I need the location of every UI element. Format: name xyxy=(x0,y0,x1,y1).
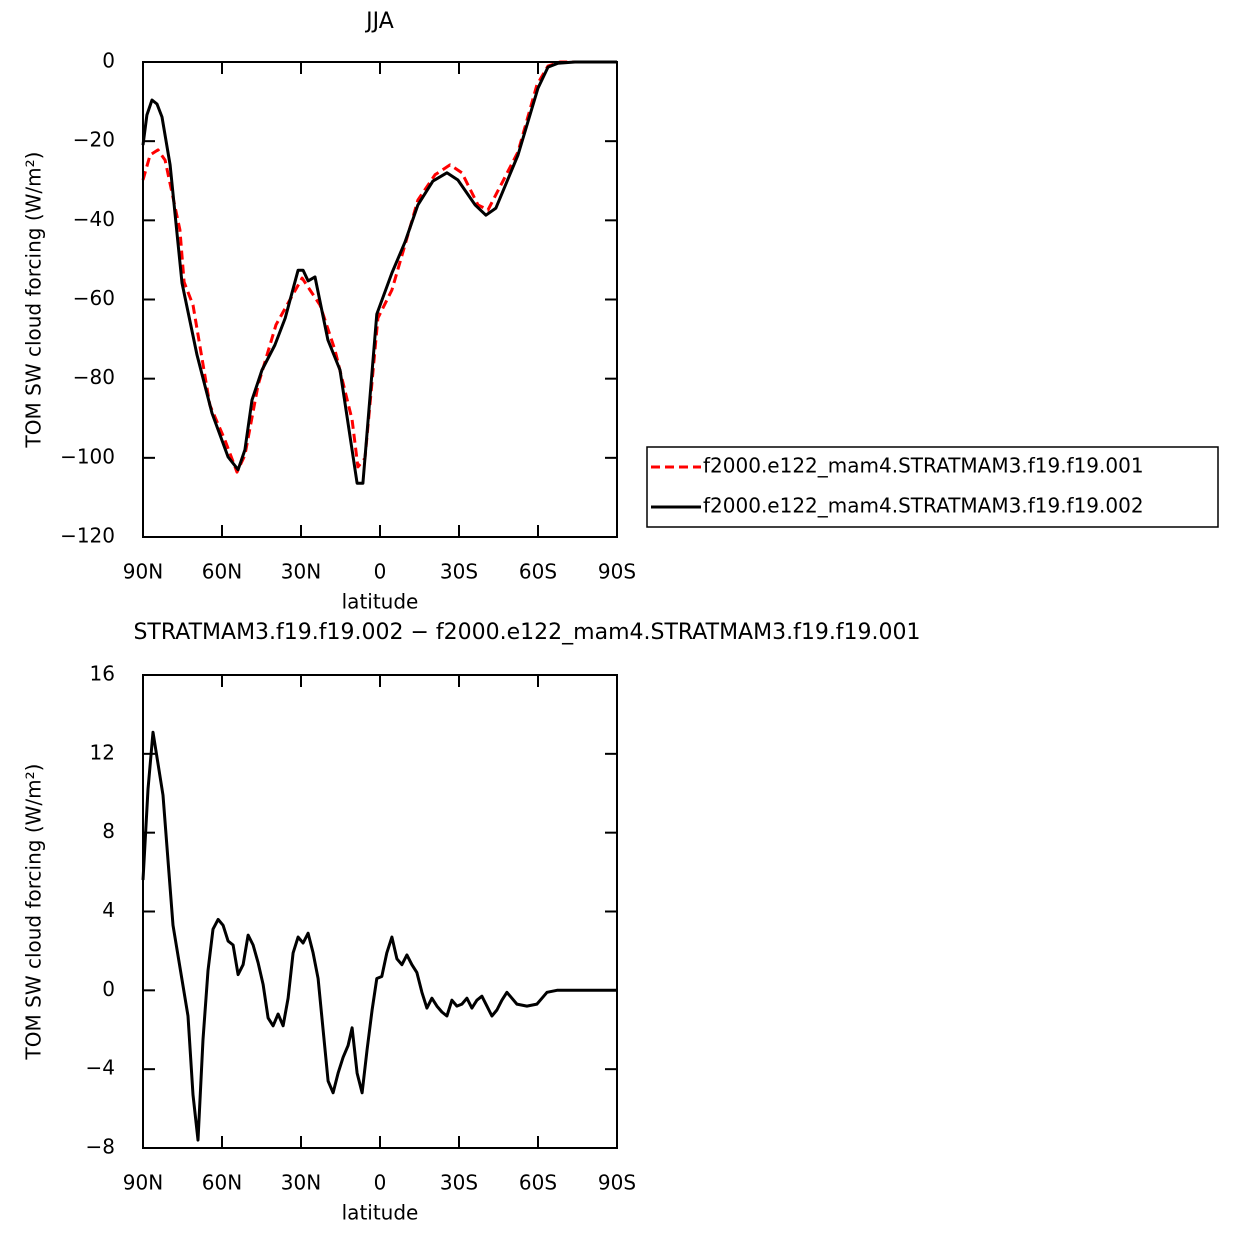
x-tick-label: 0 xyxy=(374,560,387,584)
y-tick-label: −80 xyxy=(73,365,115,389)
y-tick-label: 12 xyxy=(90,740,115,764)
x-axis-title: latitude xyxy=(342,590,419,614)
x-tick-label: 90N xyxy=(123,1171,163,1195)
data-line xyxy=(141,60,617,485)
x-tick-label: 30S xyxy=(440,560,478,584)
x-tick-label: 30S xyxy=(440,1171,478,1195)
legend-label: f2000.e122_mam4.STRATMAM3.f19.f19.002 xyxy=(703,494,1144,518)
chart-title: STRATMAM3.f19.f19.002 − f2000.e122_mam4.… xyxy=(133,620,920,645)
y-tick-label: −4 xyxy=(86,1056,115,1080)
x-tick-label: 30N xyxy=(281,1171,321,1195)
y-tick-label: −60 xyxy=(73,286,115,310)
y-tick-label: 0 xyxy=(102,977,115,1001)
y-tick-label: 8 xyxy=(102,819,115,843)
data-line xyxy=(141,60,617,474)
y-axis-title: TOM SW cloud forcing (W/m²) xyxy=(22,152,46,449)
chart-title: JJA xyxy=(364,9,394,34)
x-tick-label: 60S xyxy=(519,560,557,584)
x-tick-label: 90S xyxy=(598,1171,636,1195)
y-tick-label: −120 xyxy=(60,524,115,548)
x-tick-label: 60S xyxy=(519,1171,557,1195)
legend-box xyxy=(646,446,1219,528)
data-line xyxy=(141,730,617,1142)
x-tick-label: 60N xyxy=(202,1171,242,1195)
y-tick-label: −100 xyxy=(60,444,115,468)
x-tick-label: 0 xyxy=(374,1171,387,1195)
y-tick-label: 4 xyxy=(102,898,115,922)
y-tick-label: −8 xyxy=(86,1135,115,1159)
y-tick-label: 0 xyxy=(102,49,115,73)
plot-frame xyxy=(142,61,618,538)
plot-frame xyxy=(142,674,618,1149)
x-tick-label: 90N xyxy=(123,560,163,584)
y-axis-title: TOM SW cloud forcing (W/m²) xyxy=(22,764,46,1061)
y-tick-label: −20 xyxy=(73,128,115,152)
legend-label: f2000.e122_mam4.STRATMAM3.f19.f19.001 xyxy=(703,454,1144,478)
x-tick-label: 30N xyxy=(281,560,321,584)
x-tick-label: 90S xyxy=(598,560,636,584)
x-tick-label: 60N xyxy=(202,560,242,584)
x-axis-title: latitude xyxy=(342,1201,419,1225)
y-tick-label: 16 xyxy=(90,662,115,686)
y-tick-label: −40 xyxy=(73,207,115,231)
